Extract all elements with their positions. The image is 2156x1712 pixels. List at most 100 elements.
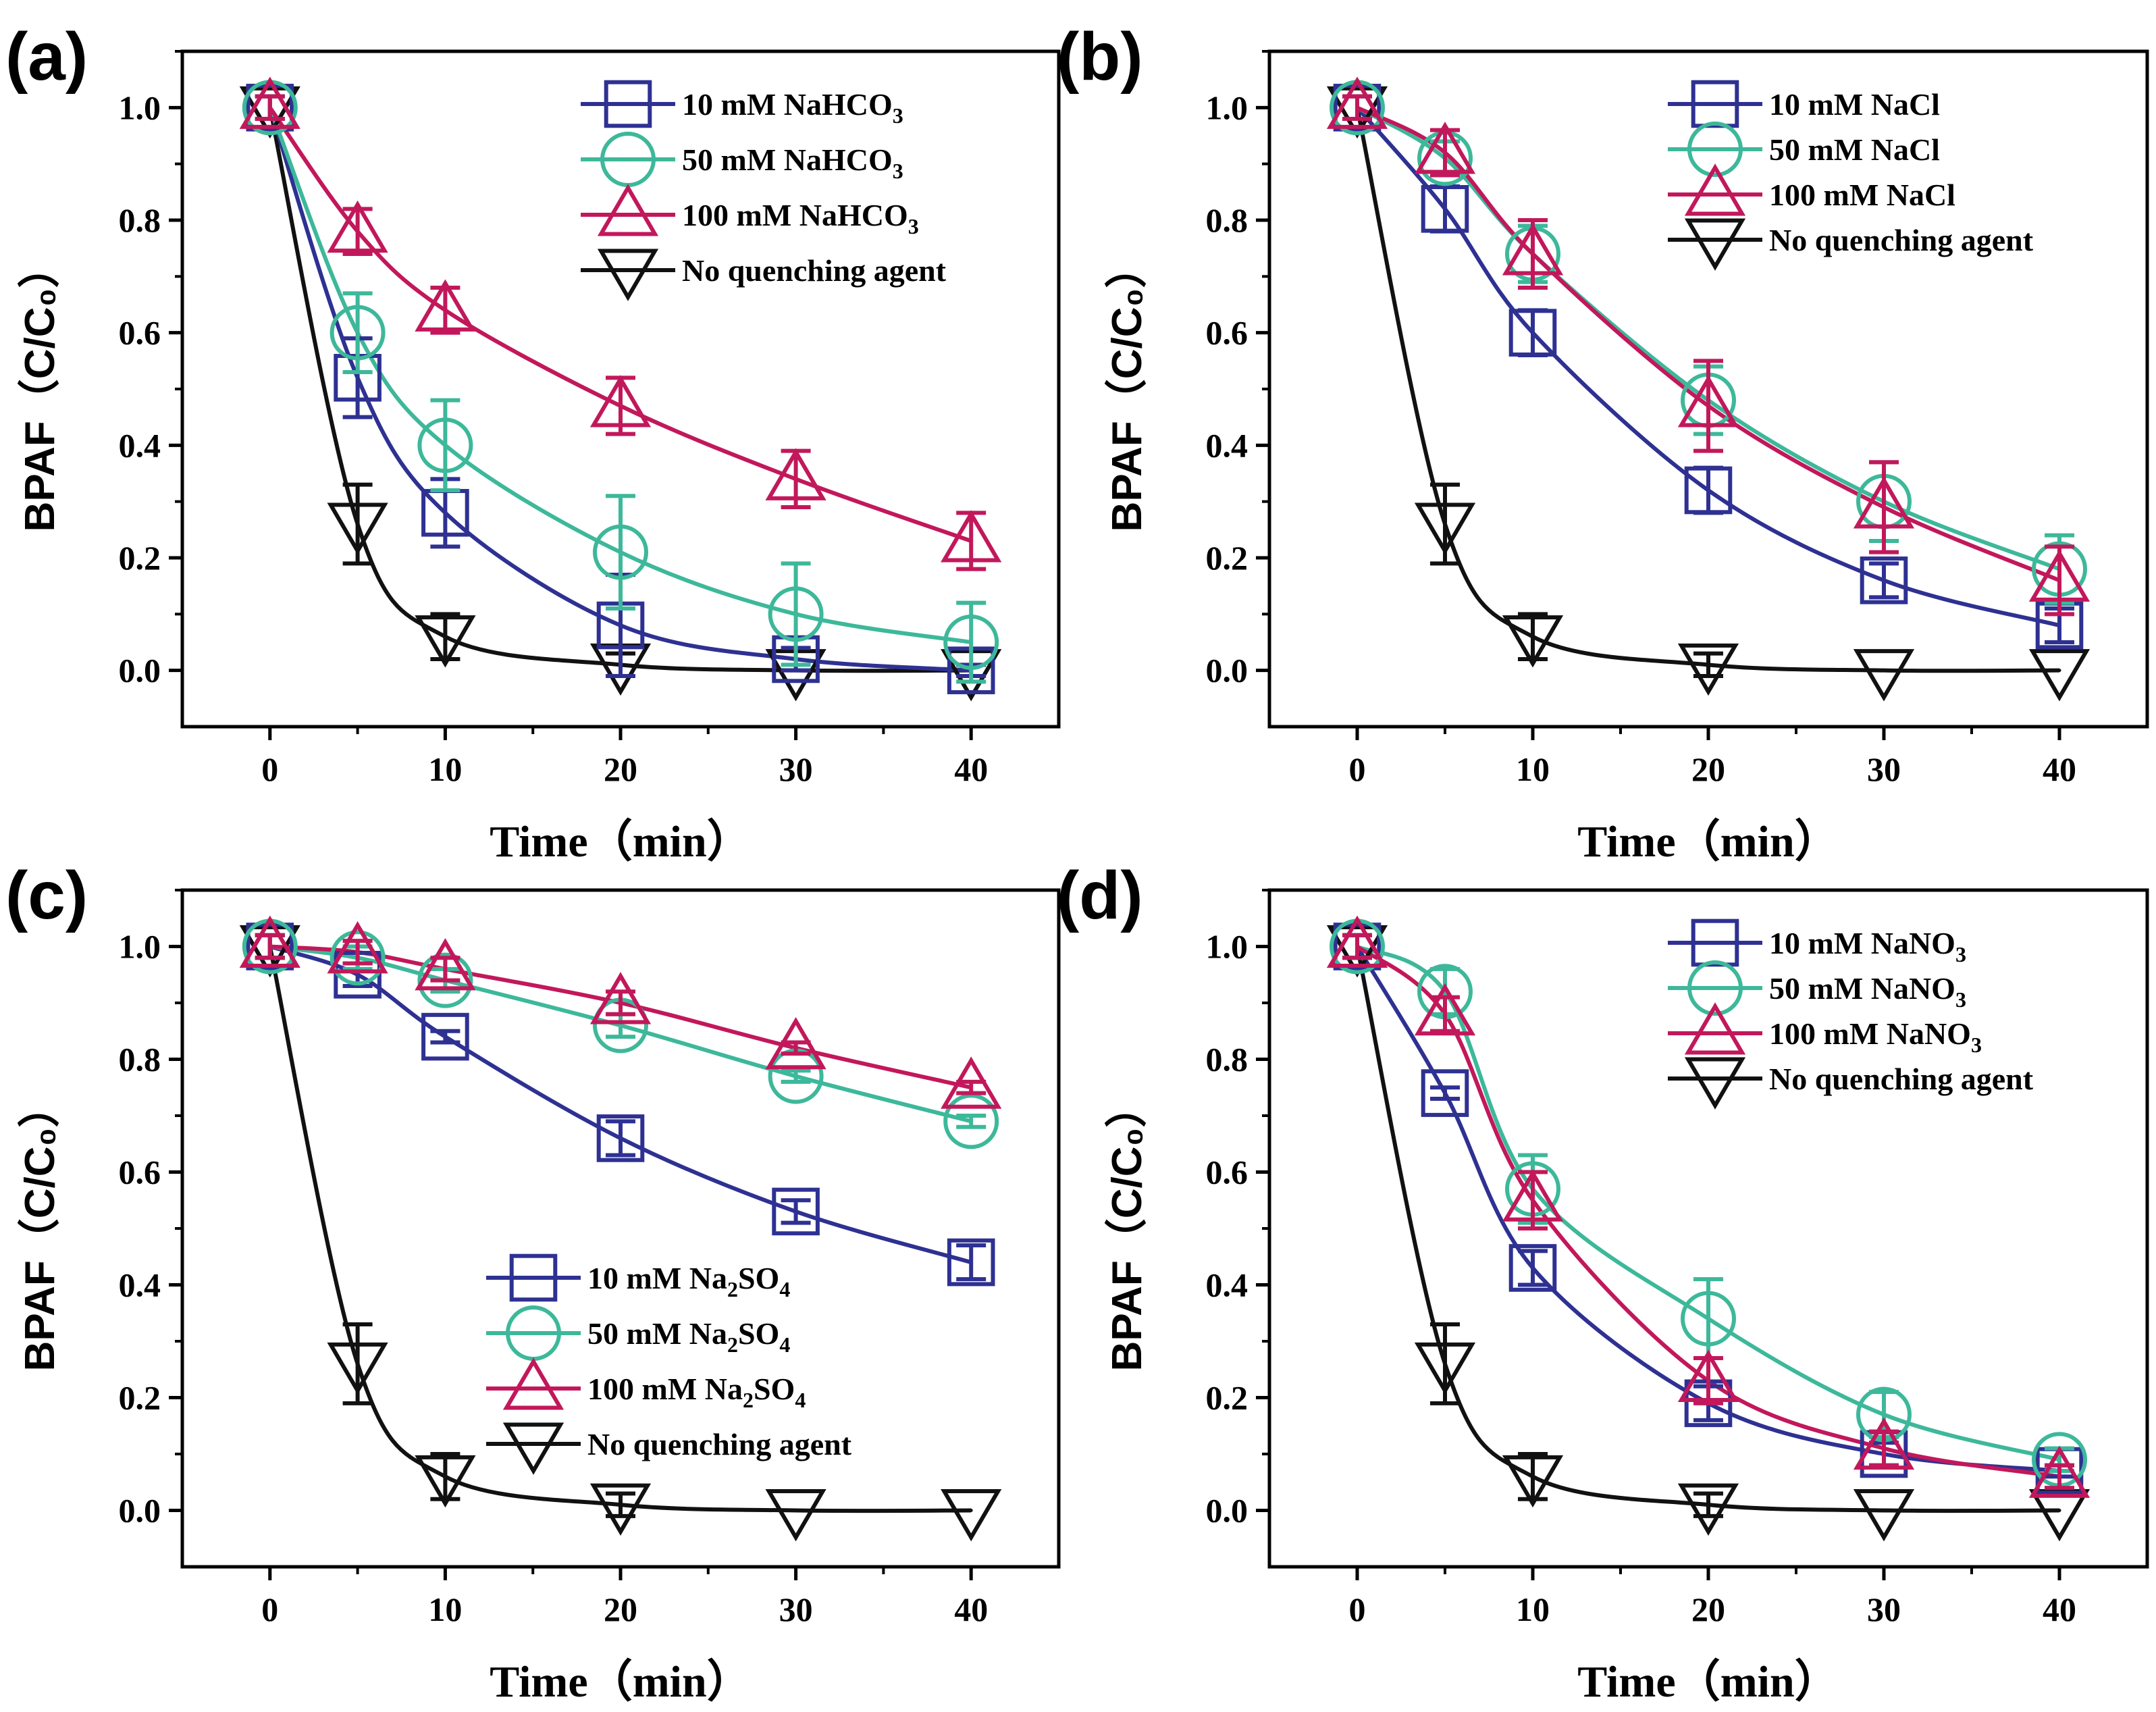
data-point-square xyxy=(1508,1244,1557,1292)
data-point-triangle-down-center-dot xyxy=(1531,635,1535,639)
y-tick-label: 0.2 xyxy=(1206,1379,1248,1417)
y-tick-label: 0.8 xyxy=(119,201,161,239)
legend-label: No quenching agent xyxy=(682,253,947,288)
data-point-triangle-down xyxy=(327,502,388,555)
data-point-square-center-dot xyxy=(1443,1091,1447,1095)
x-axis-title: Time（min） xyxy=(1577,1657,1839,1707)
data-point-circle-center-dot xyxy=(2057,1457,2061,1461)
x-tick-label: 10 xyxy=(1516,1590,1550,1628)
legend-marker xyxy=(1684,1002,1746,1055)
data-point-triangle-down xyxy=(327,1342,388,1395)
legend-label: No quenching agent xyxy=(1769,223,2034,257)
series-line-2 xyxy=(268,107,972,644)
x-tick-label: 20 xyxy=(1691,750,1725,788)
data-point-square xyxy=(1508,309,1557,357)
legend-label: 10 mM NaHCO3 xyxy=(682,87,903,128)
y-tick-label: 1.0 xyxy=(1206,928,1248,966)
data-point-square-center-dot xyxy=(1882,578,1886,582)
data-point-triangle-down xyxy=(1502,615,1564,668)
legend-label: 50 mM NaCl xyxy=(1769,132,1940,167)
data-point-triangle-down-center-dot xyxy=(619,1503,623,1507)
data-point-square xyxy=(246,84,294,132)
data-point-circle-center-dot xyxy=(969,640,973,644)
legend-marker-center-dot xyxy=(626,157,630,161)
y-tick-label: 0.0 xyxy=(1206,1492,1248,1530)
data-point-triangle-down-center-dot xyxy=(1531,1474,1535,1478)
data-point-square xyxy=(596,1114,645,1162)
panel-label: (b) xyxy=(1057,19,1143,95)
data-point-circle xyxy=(330,305,386,361)
legend-marker-center-dot xyxy=(1713,238,1717,242)
data-point-triangle-down-center-dot xyxy=(443,1474,447,1478)
y-tick-label: 0.6 xyxy=(1206,314,1248,352)
data-point-triangle-down xyxy=(941,1489,1002,1542)
data-point-square xyxy=(1860,556,1908,604)
x-axis-title: Time（min） xyxy=(1577,816,1839,866)
x-tick-label: 0 xyxy=(261,1590,278,1628)
data-point-square-center-dot xyxy=(443,1035,447,1039)
data-point-triangle-down xyxy=(1677,1483,1739,1536)
data-point-triangle-down-center-dot xyxy=(1443,1361,1447,1366)
legend-marker xyxy=(502,1422,564,1475)
data-point-triangle-up-center-dot xyxy=(1531,252,1535,256)
x-tick-label: 40 xyxy=(954,1590,988,1628)
data-point-circle xyxy=(330,930,386,986)
legend-marker xyxy=(1684,218,1746,271)
legend-entry-2: 50 mM NaHCO3 xyxy=(581,132,903,187)
data-point-triangle-up xyxy=(1677,375,1739,427)
panel-label: (d) xyxy=(1057,858,1143,933)
legend-marker-center-dot xyxy=(1713,986,1717,990)
data-point-square-center-dot xyxy=(1443,207,1447,211)
data-point-circle-center-dot xyxy=(1706,1317,1710,1321)
legend-label: 10 mM Na2SO4 xyxy=(587,1261,790,1301)
data-point-triangle-up xyxy=(1326,76,1388,129)
data-point-circle-center-dot xyxy=(443,443,447,447)
data-point-square-center-dot xyxy=(1531,1266,1535,1270)
data-point-triangle-up-center-dot xyxy=(619,1001,623,1005)
y-axis-title: BPAF（C/C₀） xyxy=(16,1086,63,1372)
x-tick-label: 10 xyxy=(428,750,462,788)
x-tick-label: 30 xyxy=(779,1590,813,1628)
data-point-triangle-up xyxy=(2028,1445,2091,1498)
legend-label: 50 mM NaHCO3 xyxy=(682,142,903,183)
data-point-square-center-dot xyxy=(443,511,447,515)
data-point-square-center-dot xyxy=(2057,623,2061,627)
legend-marker-center-dot xyxy=(531,1386,535,1391)
data-point-triangle-down-center-dot xyxy=(1882,1509,1886,1512)
y-tick-label: 0.0 xyxy=(119,1492,161,1530)
data-point-triangle-up-center-dot xyxy=(969,1085,973,1089)
legend-marker-center-dot xyxy=(626,213,630,217)
chart-panel-d: 0 10 20 30 40 0.0 0.2 0.4 0.6 0.8 1.0 Time（min） BPAF… xyxy=(1057,858,2149,1707)
data-point-triangle-up xyxy=(1414,983,1476,1036)
x-tick-label: 0 xyxy=(261,750,278,788)
y-tick-label: 0.4 xyxy=(119,1266,161,1304)
data-point-circle xyxy=(417,952,473,1008)
legend-marker xyxy=(604,80,652,128)
data-point-square-center-dot xyxy=(1706,488,1710,492)
x-tick-label: 40 xyxy=(2043,1590,2076,1628)
data-point-triangle-up-center-dot xyxy=(1882,505,1886,509)
data-point-triangle-down-center-dot xyxy=(2057,1509,2061,1512)
data-point-circle xyxy=(768,586,824,642)
x-tick-label: 0 xyxy=(1349,1590,1366,1628)
data-point-triangle-up-center-dot xyxy=(356,950,360,954)
legend-marker-center-dot xyxy=(531,1331,535,1335)
legend-entry-1: 10 mM NaCl xyxy=(1668,80,1940,128)
legend-marker-center-dot xyxy=(626,102,630,106)
series-line-4 xyxy=(1355,945,2060,1513)
data-point-square xyxy=(1421,1069,1469,1117)
data-point-triangle-up xyxy=(941,510,1002,563)
series-line-4 xyxy=(1355,107,2060,673)
y-tick-label: 0.0 xyxy=(1206,652,1248,690)
legend-label: No quenching agent xyxy=(587,1427,852,1461)
data-point-triangle-down-center-dot xyxy=(794,1509,798,1512)
chart-panel-a: 0 10 20 30 40 0.0 0.2 0.4 0.6 0.8 1.0 Time（min） BPAF… xyxy=(5,19,1061,866)
data-point-triangle-down xyxy=(1326,86,1388,139)
data-point-triangle-up xyxy=(1414,122,1476,174)
y-tick-label: 1.0 xyxy=(119,928,161,966)
data-point-square xyxy=(947,1238,995,1287)
legend-label: 10 mM NaNO3 xyxy=(1769,926,1966,966)
data-point-triangle-up-center-dot xyxy=(794,477,798,481)
data-point-triangle-up-center-dot xyxy=(1443,1012,1447,1016)
